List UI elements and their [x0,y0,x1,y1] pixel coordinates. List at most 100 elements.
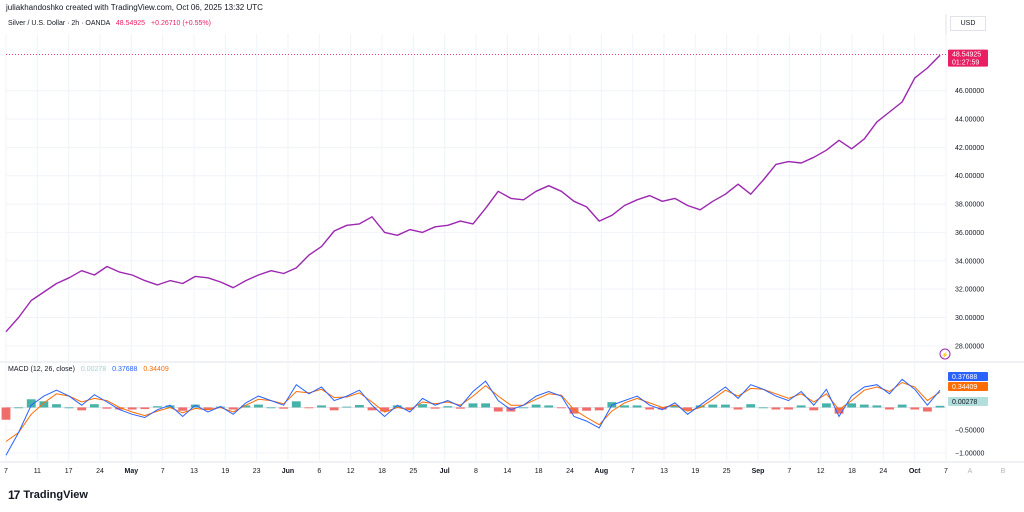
currency-button[interactable]: USD [950,16,986,31]
time-axis-tick: 19 [221,468,229,475]
macd-hist-bar [418,404,427,408]
time-axis-tick: 7 [4,468,8,475]
macd-hist-bar [468,403,478,408]
time-axis-tick: 13 [660,468,668,475]
macd-hist-value: 0.00278 [80,366,107,373]
macd-hist-bar [733,407,743,410]
time-axis-tick: 8 [474,468,478,475]
macd-legend: MACD (12, 26, close) 0.00278 0.37688 0.3… [8,366,169,373]
macd-hist-bar [708,404,718,408]
macd-hist-bar [796,405,806,408]
macd-hist-bar [721,404,730,408]
time-axis-tick: 19 [691,468,699,475]
macd-hist-bar [670,405,680,408]
time-axis-tick: May [125,468,139,475]
macd-hist-bar [645,407,655,410]
macd-hist-bar [1,407,11,420]
time-axis-tick: Oct [909,468,921,475]
symbol-label[interactable]: Silver / U.S. Dollar · 2h · OANDA [8,20,110,27]
time-axis-tick: Jul [440,468,450,475]
macd-hist-bar [455,407,465,409]
price-tag-value: 48.54925 [952,52,981,59]
brand-name: TradingView [23,489,88,501]
price-line [5,54,941,333]
macd-hist-bar [380,407,390,412]
macd-hist-bar [784,407,793,410]
macd-hist-bar [922,407,932,412]
time-axis-tick: 25 [409,468,417,475]
last-price: 48.54925 [115,20,146,27]
macd-hist-bar [190,404,200,408]
time-axis-tick: 18 [378,468,386,475]
time-axis-tick: 12 [817,468,825,475]
time-axis-tick: 13 [190,468,198,475]
macd-hist-bar [885,407,894,410]
time-axis-tick: 14 [503,468,511,475]
macd-line [5,378,941,456]
time-axis-tick: 17 [65,468,73,475]
macd-hist-bar [203,407,213,410]
main-legend: Silver / U.S. Dollar · 2h · OANDA 48.549… [8,20,211,27]
macd-hist-bar [329,407,339,411]
lightning-glyph: ⚡ [941,351,948,359]
macd-hist-bar [935,405,945,408]
macd-hist-bar [392,405,402,408]
macd-hist-bar [632,405,642,408]
time-axis-tick: 7 [944,468,948,475]
macd-hist-bar [746,404,756,408]
time-axis-tick: 7 [787,468,791,475]
price-axis-tick: 36.00000 [955,230,984,237]
macd-hist-bar [556,407,566,409]
macd-hist-bar [481,403,491,408]
macd-hist-bar [52,404,61,408]
macd-hist-bar [254,404,263,408]
time-axis-tick: 23 [253,468,261,475]
auto-scale-button: A [968,468,973,475]
macd-hist-bar [758,407,768,409]
macd-hist-bar [304,407,314,409]
macd-hist-bar [859,404,869,408]
macd-hist-bar [493,407,503,412]
macd-hist-bar [872,405,882,408]
macd-hist-bar [64,407,74,409]
macd-hist-bar [544,405,554,408]
price-axis-tick: 42.00000 [955,145,984,152]
macd-hist-bar [266,407,276,409]
macd-indicator-name[interactable]: MACD (12, 26, close) [8,366,75,373]
signal-line [5,381,941,442]
time-axis-tick: 24 [566,468,574,475]
macd-hist-bar [594,407,604,411]
macd-hist-bar [910,407,920,410]
tradingview-logo: 17 TradingView [8,488,88,502]
price-axis-tick: 30.00000 [955,315,984,322]
price-change: +0.26710 (+0.55%) [151,20,211,27]
macd-hist-bar [89,404,99,408]
macd-hist-bar [582,407,592,411]
macd-hist-bar [317,405,326,408]
signal-tag-bg [948,382,988,391]
macd-tag-value: 0.37688 [952,374,977,381]
time-axis-tick: 7 [161,468,165,475]
price-axis-tick: 46.00000 [955,88,984,95]
hist-tag-bg [948,397,988,406]
time-axis-tick: 18 [848,468,856,475]
time-axis-tick: Jun [282,468,294,475]
macd-hist-bar [405,407,415,410]
price-axis-tick: 34.00000 [955,258,984,265]
time-axis-tick: 24 [96,468,104,475]
price-axis-tick: 44.00000 [955,117,984,124]
macd-hist-bar [657,407,667,410]
tv-mark-icon: 17 [8,488,20,502]
macd-hist-bar [620,405,629,408]
log-scale-button: B [1001,468,1006,475]
macd-signal-value: 0.34409 [143,366,169,373]
time-axis-tick: Aug [595,468,609,475]
time-axis-tick: 6 [317,468,321,475]
macd-hist-bar [809,407,819,411]
time-axis-tick: 7 [631,468,635,475]
macd-hist-bar [115,407,125,410]
macd-hist-bar [367,407,377,411]
macd-hist-bar [569,407,579,414]
macd-hist-bar [178,407,188,411]
